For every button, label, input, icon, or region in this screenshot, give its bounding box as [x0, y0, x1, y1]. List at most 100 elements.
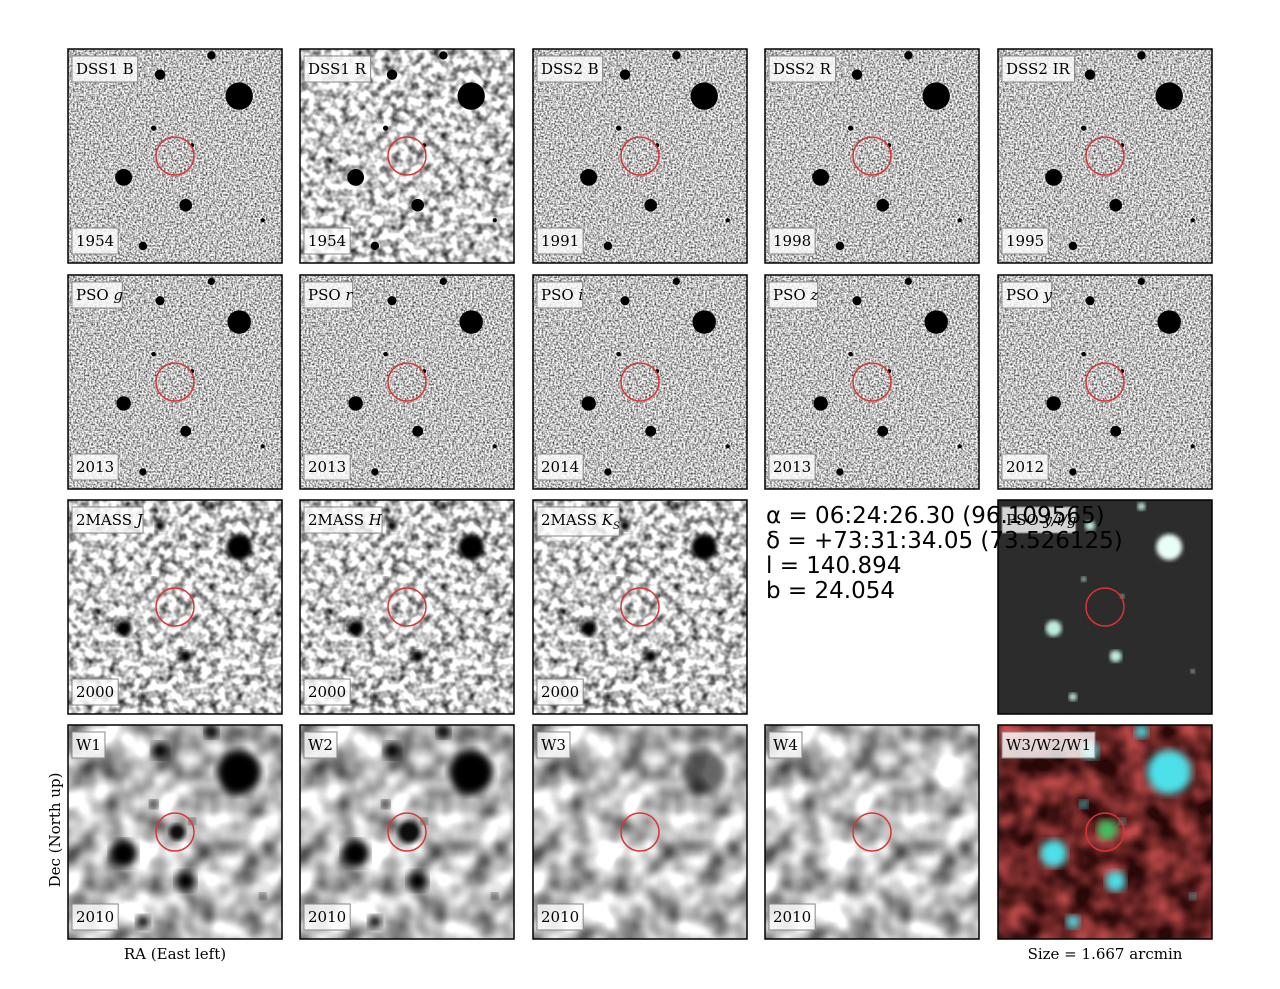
panel-label: 2000 [541, 683, 579, 701]
star [1081, 351, 1086, 357]
star [1085, 296, 1095, 306]
panel-frame [997, 48, 1213, 264]
panel-label: 1995 [1006, 232, 1044, 250]
star [1084, 69, 1096, 80]
label-box [71, 453, 119, 481]
star [139, 468, 147, 476]
label-box [1001, 506, 1077, 534]
star [492, 669, 497, 674]
star [1189, 892, 1197, 900]
star [604, 468, 612, 476]
coordinate-line: l = 140.894 [766, 553, 901, 579]
panel-label: DSS1 R [308, 60, 367, 78]
panel-label: 2010 [76, 908, 114, 926]
star [188, 817, 196, 825]
star [581, 396, 596, 411]
star [616, 576, 622, 582]
star [1046, 396, 1061, 411]
star [407, 871, 428, 892]
image [68, 725, 282, 939]
panel-frame [532, 48, 748, 264]
panel-label: DSS2 IR [1006, 60, 1071, 78]
label-box [1001, 731, 1096, 759]
label-box [1001, 453, 1049, 481]
star [1068, 241, 1078, 251]
star [348, 396, 363, 411]
panel-frame [299, 274, 515, 490]
panel-frame [67, 724, 283, 940]
panel-frame [67, 48, 283, 264]
target-circle [1085, 812, 1125, 852]
label-box [536, 227, 584, 255]
texture [68, 500, 282, 714]
star [151, 742, 169, 760]
panel-label: 2000 [76, 683, 114, 701]
star [619, 69, 631, 80]
star [922, 82, 950, 110]
star [1109, 198, 1122, 212]
coordinate-line: α = 06:24:26.30 (96.109565) [766, 503, 1105, 529]
background [998, 500, 1212, 714]
star [371, 468, 379, 476]
star [1045, 620, 1062, 637]
image-panel: PSO z 2013 [764, 274, 980, 490]
size-label: Size = 1.667 arcmin [1028, 945, 1183, 963]
star [381, 799, 390, 809]
star [207, 51, 216, 60]
star [136, 915, 150, 929]
panel-label: 2010 [308, 908, 346, 926]
star [260, 444, 265, 449]
star [110, 839, 138, 867]
star [1156, 534, 1183, 561]
star [459, 310, 483, 334]
panel-label: DSS1 B [76, 60, 134, 78]
star [436, 725, 451, 739]
panel-label: PSO g [76, 286, 123, 304]
star [151, 351, 156, 357]
star [957, 444, 962, 449]
star [491, 892, 499, 900]
image-panel: DSS2 R 1998 [764, 48, 980, 264]
star [1190, 218, 1195, 223]
star [383, 576, 389, 582]
star [1068, 692, 1077, 701]
star [115, 169, 133, 186]
image-panel: PSO r 2013 [299, 274, 515, 490]
label-box [71, 678, 119, 706]
star [1137, 502, 1146, 511]
image [998, 275, 1212, 489]
panel-label: PSO z [773, 286, 818, 304]
panel-label: 2000 [308, 683, 346, 701]
image [300, 275, 514, 489]
star [1137, 277, 1145, 286]
image-panel: 2MASS KS 2000 [532, 499, 748, 715]
image-panel: W2 2010 [299, 724, 515, 940]
star [1080, 125, 1087, 131]
texture [998, 275, 1212, 489]
label-box [71, 281, 123, 309]
star [1137, 51, 1146, 60]
label-box [71, 903, 119, 931]
target-circle [852, 812, 892, 852]
image-panel: DSS2 IR 1995 [997, 48, 1213, 264]
star [1079, 799, 1088, 809]
image [765, 275, 979, 489]
star [368, 915, 382, 929]
star [847, 125, 854, 131]
star [207, 502, 216, 511]
label-box [71, 731, 106, 759]
star [154, 69, 166, 80]
image [765, 49, 979, 263]
image-panel: 2MASS J 2000 [67, 499, 283, 715]
star [150, 125, 157, 131]
star [644, 650, 657, 663]
star [225, 82, 253, 110]
image [998, 49, 1212, 263]
star [411, 198, 424, 212]
star [682, 749, 727, 795]
star [179, 198, 192, 212]
label-box [536, 506, 620, 537]
target [1097, 819, 1118, 840]
image [300, 500, 514, 714]
target-circle [155, 362, 195, 402]
